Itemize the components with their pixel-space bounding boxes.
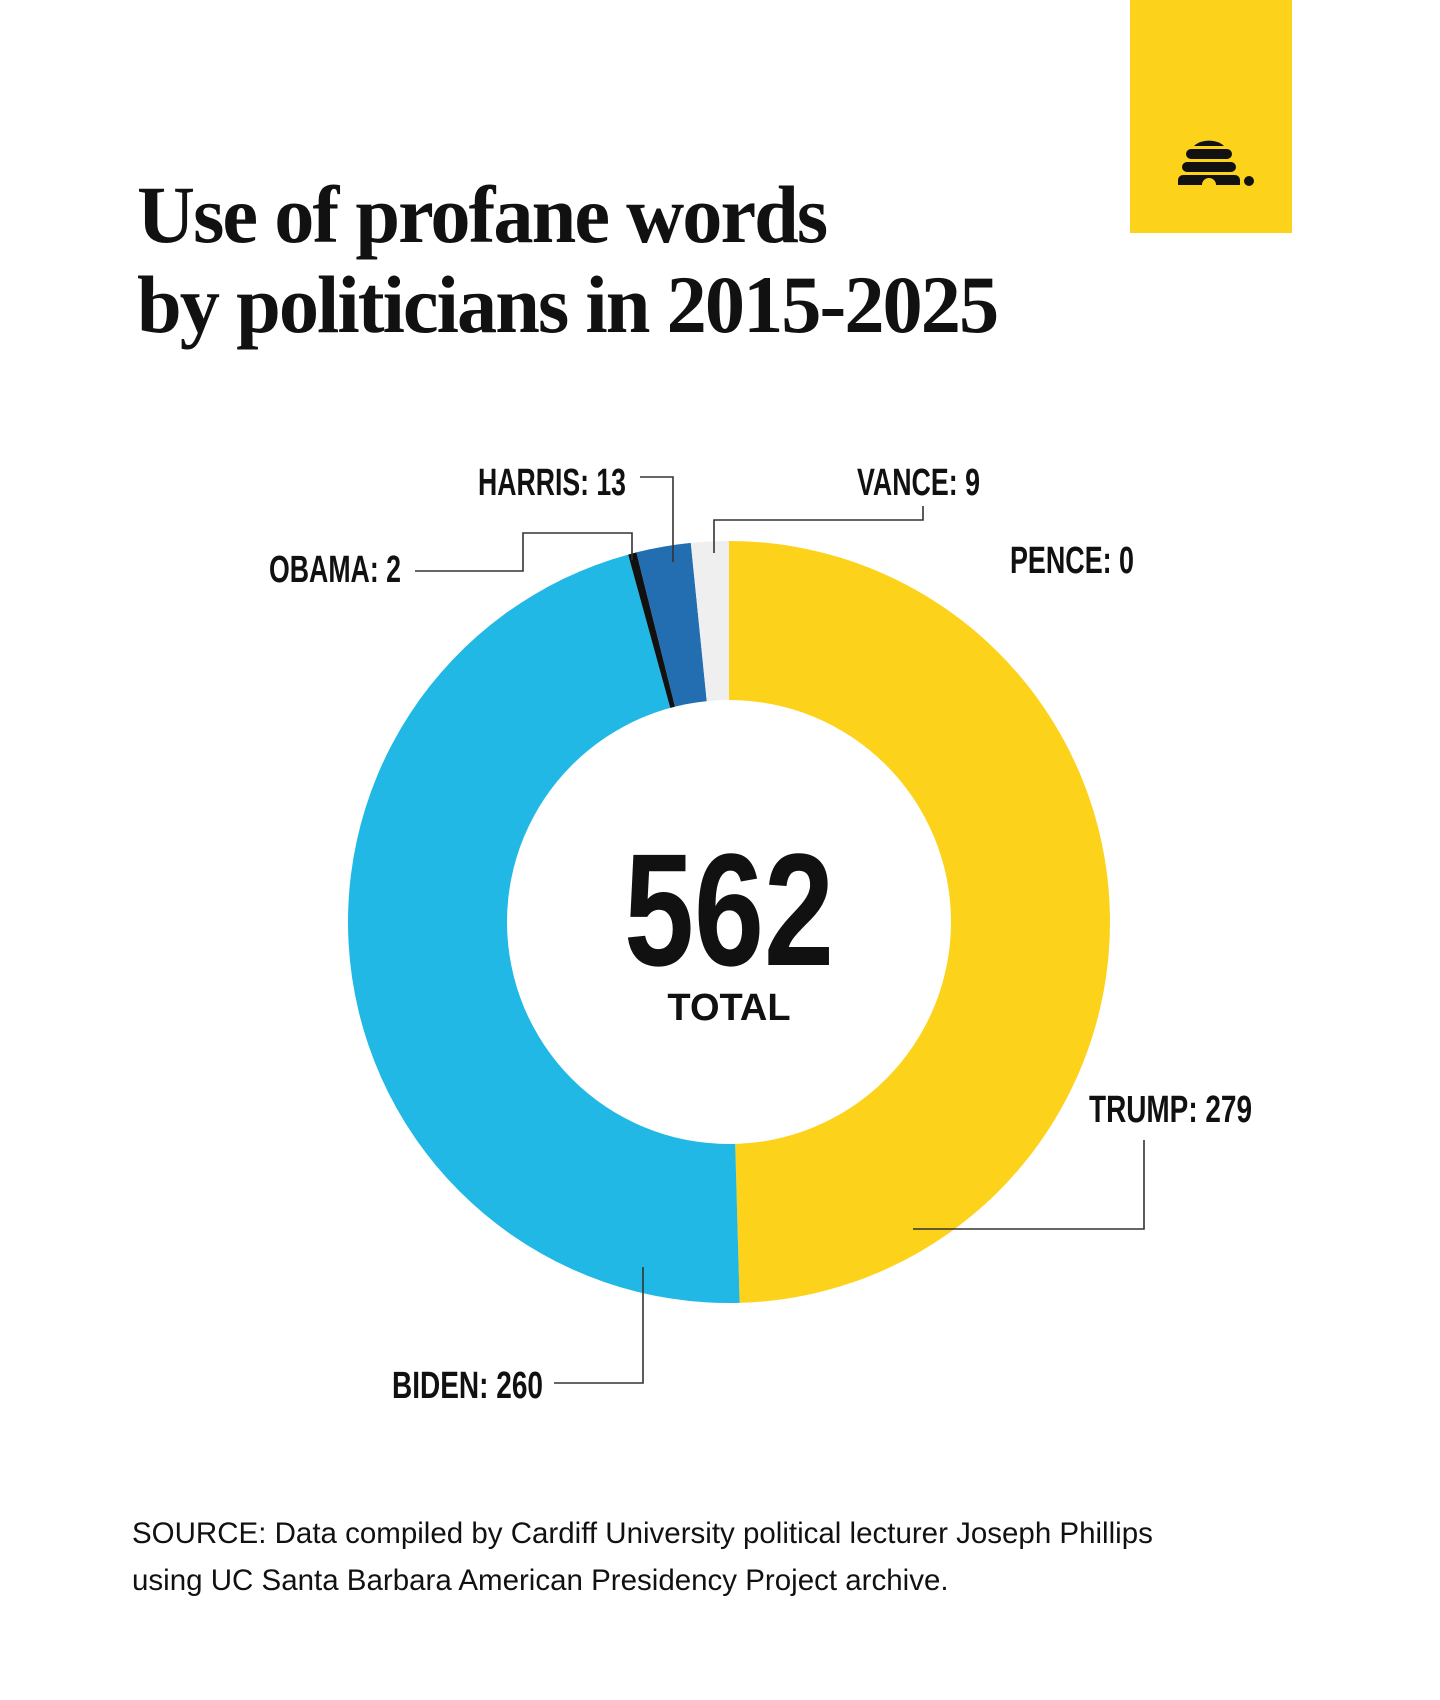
- title-line-2: by politicians in 2015-2025: [137, 259, 999, 350]
- chart-title: Use of profane words by politicians in 2…: [137, 169, 999, 350]
- label-pence: PENCE: 0: [1010, 540, 1134, 582]
- brand-logo-box: [1130, 0, 1292, 233]
- total-label: TOTAL: [667, 987, 790, 1029]
- label-vance: VANCE: 9: [857, 462, 980, 504]
- label-harris: HARRIS: 13: [478, 462, 626, 504]
- label-trump: TRUMP: 279: [1089, 1089, 1252, 1131]
- total-value: 562: [624, 820, 834, 999]
- leader-lines: [415, 476, 1145, 1384]
- source-line-2: using UC Santa Barbara American Presiden…: [132, 1564, 949, 1597]
- label-obama: OBAMA: 2: [269, 549, 401, 591]
- source-note: SOURCE: Data compiled by Cardiff Univers…: [132, 1510, 1332, 1604]
- beehive-icon: [1178, 140, 1254, 186]
- title-line-1: Use of profane words: [137, 169, 828, 260]
- label-biden: BIDEN: 260: [392, 1365, 543, 1407]
- source-line-1: SOURCE: Data compiled by Cardiff Univers…: [132, 1517, 1153, 1550]
